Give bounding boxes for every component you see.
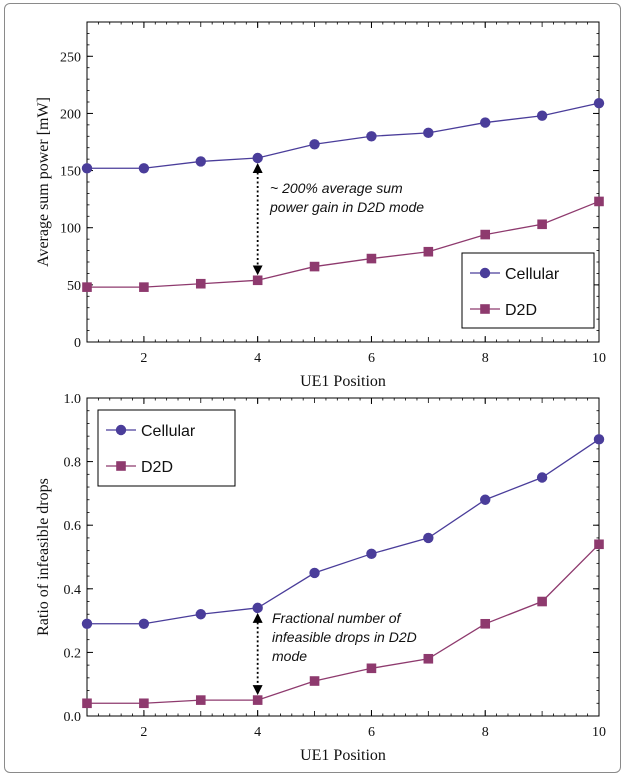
x-tick-label: 8 xyxy=(482,725,489,740)
y-tick-label: 0.4 xyxy=(64,583,82,598)
y-tick-label: 50 xyxy=(67,279,81,294)
data-point-cellular xyxy=(480,117,491,128)
legend: Cellular D2D xyxy=(461,252,595,329)
data-point-cellular xyxy=(593,97,605,109)
data-point-cellular xyxy=(252,602,263,614)
legend-box xyxy=(97,409,236,487)
data-point-d2d xyxy=(423,246,434,257)
data-point-cellular xyxy=(309,139,320,150)
legend-box xyxy=(461,252,595,329)
legend-label-d2d: D2D xyxy=(141,459,173,476)
data-point-d2d xyxy=(537,596,547,607)
data-point-cellular xyxy=(309,567,320,579)
data-point-cellular xyxy=(138,163,150,174)
series-line-cellular xyxy=(87,102,600,169)
y-tick-label: 0.6 xyxy=(64,519,82,534)
data-point-d2d xyxy=(139,282,149,292)
y-tick-label: 0 xyxy=(74,336,81,351)
data-point-d2d xyxy=(594,539,604,550)
x-tick-label: 2 xyxy=(140,725,147,740)
data-point-cellular xyxy=(366,131,377,142)
data-point-d2d xyxy=(537,219,547,230)
y-tick-label: 100 xyxy=(60,222,81,237)
annotation-text: mode xyxy=(272,648,307,664)
data-point-d2d xyxy=(480,618,491,629)
plot-frame xyxy=(86,397,600,717)
y-tick-label: 200 xyxy=(60,107,81,122)
x-tick-label: 10 xyxy=(592,351,606,366)
y-tick-label: 0.0 xyxy=(64,710,82,725)
x-tick-label: 4 xyxy=(254,351,261,366)
x-axis-title: UE1 Position xyxy=(300,747,386,764)
data-point-d2d xyxy=(309,261,320,272)
data-point-cellular xyxy=(195,609,206,620)
data-point-cellular xyxy=(423,532,434,544)
annotation-text: Fractional number of xyxy=(272,610,403,626)
legend-label-d2d: D2D xyxy=(505,302,537,319)
y-tick-label: 1.0 xyxy=(64,392,82,407)
data-point-d2d xyxy=(82,282,92,292)
y-axis-title: Average sum power [mW] xyxy=(35,97,52,267)
legend-marker-cellular xyxy=(115,424,127,436)
data-point-cellular xyxy=(536,472,548,483)
legend: Cellular D2D xyxy=(97,409,236,487)
x-tick-label: 10 xyxy=(592,725,606,740)
data-point-d2d xyxy=(366,663,377,674)
y-tick-label: 0.8 xyxy=(64,456,82,471)
data-point-d2d xyxy=(480,229,491,240)
annotation-text: ~ 200% average sum xyxy=(270,180,403,196)
data-point-d2d xyxy=(423,653,434,664)
series-line-d2d xyxy=(87,543,600,704)
y-tick-label: 150 xyxy=(60,165,81,180)
chart-panel-2: 2 4 6 8 10 0.0 0.2 0.4 0.6 0.8 1.0 UE1 Position Rati… xyxy=(35,392,606,764)
legend-label-cellular: Cellular xyxy=(141,423,196,440)
x-tick-label: 4 xyxy=(254,725,261,740)
y-tick-label: 0.2 xyxy=(64,646,82,661)
legend-marker-d2d xyxy=(116,461,126,471)
legend-marker-cellular xyxy=(479,267,491,279)
data-point-cellular xyxy=(81,163,93,174)
data-point-cellular xyxy=(536,110,548,121)
x-tick-label: 6 xyxy=(368,351,375,366)
data-point-cellular xyxy=(81,618,93,629)
data-point-cellular xyxy=(252,152,263,164)
data-point-d2d xyxy=(195,695,206,705)
data-point-d2d xyxy=(309,676,320,686)
data-point-d2d xyxy=(195,278,206,289)
data-point-d2d xyxy=(252,695,263,705)
x-tick-label: 6 xyxy=(368,725,375,740)
data-point-cellular xyxy=(423,127,434,139)
x-tick-label: 2 xyxy=(140,351,147,366)
data-point-d2d xyxy=(139,698,149,709)
data-point-cellular xyxy=(593,434,605,445)
data-point-cellular xyxy=(366,548,377,560)
data-point-cellular xyxy=(138,618,150,629)
x-tick-label: 8 xyxy=(482,351,489,366)
data-point-d2d xyxy=(252,275,263,286)
series-line-d2d xyxy=(87,200,600,288)
y-axis-title: Ratio of infeasible drops xyxy=(35,478,52,636)
data-point-d2d xyxy=(594,196,604,207)
legend-label-cellular: Cellular xyxy=(505,266,560,283)
annotation-text: infeasible drops in D2D xyxy=(272,629,417,645)
data-point-cellular xyxy=(480,494,491,505)
data-point-d2d xyxy=(82,698,92,709)
data-point-cellular xyxy=(195,156,206,167)
y-tick-label: 250 xyxy=(60,50,81,65)
x-axis-title: UE1 Position xyxy=(300,373,386,390)
series-line-cellular xyxy=(87,438,600,625)
data-point-d2d xyxy=(366,253,377,264)
annotation-text: power gain in D2D mode xyxy=(269,199,424,215)
legend-marker-d2d xyxy=(480,304,490,314)
